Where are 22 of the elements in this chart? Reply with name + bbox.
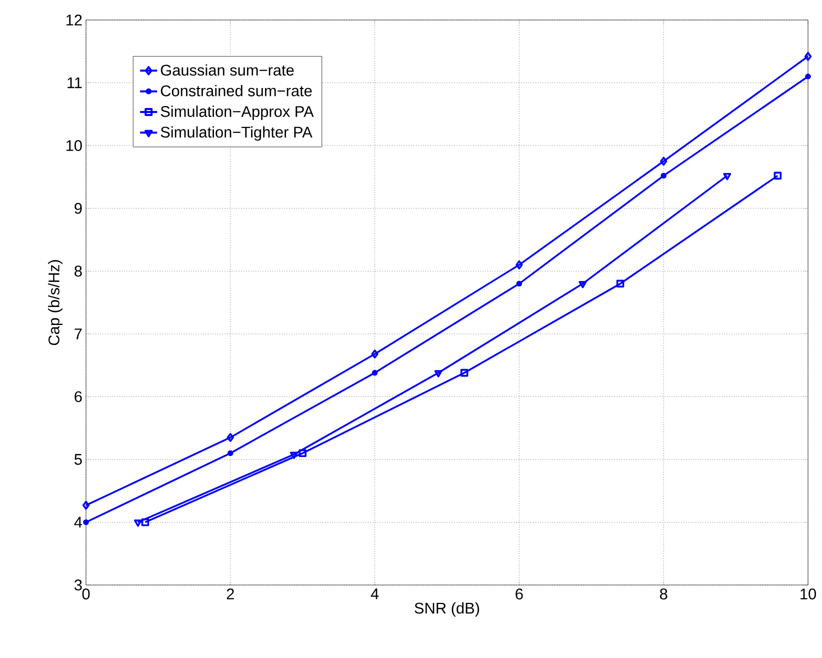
y-tick-label: 6 [74, 391, 82, 402]
legend-label: Gaussian sum−rate [160, 64, 294, 76]
y-tick-label: 11 [68, 77, 82, 88]
y-tick-label: 12 [66, 14, 82, 26]
legend-label: Simulation−Tighter PA [160, 126, 312, 141]
y-tick-label: 10 [66, 140, 82, 152]
y-tick-label: 8 [74, 266, 82, 277]
y-tick-label: 3 [74, 580, 82, 590]
x-tick-label: 4 [370, 588, 379, 600]
y-tick-label: 7 [74, 328, 82, 340]
x-tick-label: 8 [660, 588, 668, 600]
legend-label: Constrained sum−rate [160, 84, 312, 96]
y-tick-label: 9 [74, 202, 82, 214]
x-tick-label: 0 [82, 588, 90, 600]
y-tick-label: 5 [74, 454, 82, 465]
x-tick-label: 2 [226, 588, 234, 600]
legend-label: Simulation−Approx PA [160, 106, 314, 120]
x-axis-title: SNR (dB) [414, 602, 480, 617]
y-tick-label: 4 [74, 516, 82, 528]
x-tick-label: 6 [516, 588, 523, 600]
x-tick-label: 10 [800, 588, 816, 600]
y-axis-title: Cap (b/s/Hz) [48, 260, 62, 346]
